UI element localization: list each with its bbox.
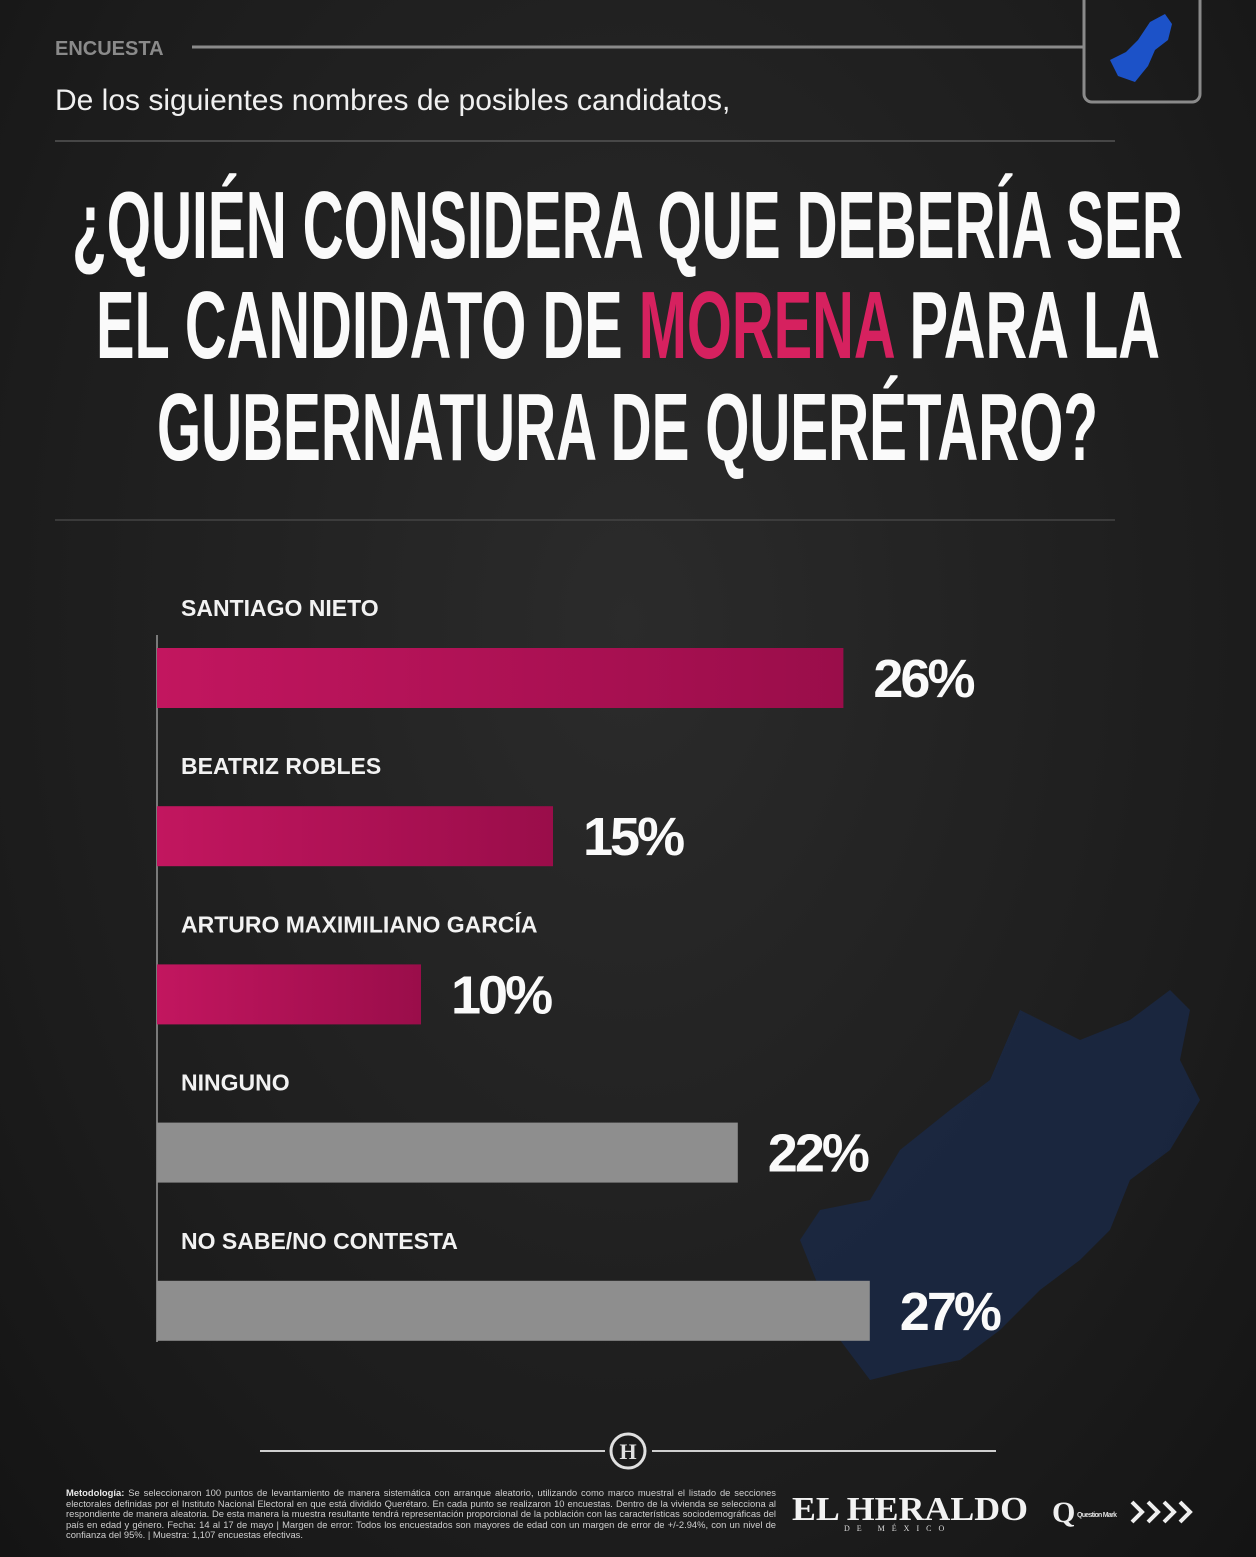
title-part: GUBERNATURA DE QUERÉTARO? bbox=[157, 374, 1098, 481]
bar bbox=[157, 648, 844, 708]
methodology: Metodología: Se seleccionaron 100 puntos… bbox=[66, 1487, 776, 1541]
title-line: GUBERNATURA DE QUERÉTARO? bbox=[157, 374, 1098, 481]
category-label: NO SABE/NO CONTESTA bbox=[181, 1228, 458, 1254]
category-label: NINGUNO bbox=[181, 1070, 290, 1096]
map-icon bbox=[1110, 14, 1172, 82]
kicker: ENCUESTA bbox=[55, 38, 164, 60]
title-part: PARA LA bbox=[893, 272, 1160, 379]
bar bbox=[157, 806, 553, 867]
arrows bbox=[1130, 1500, 1193, 1524]
logo-badge bbox=[609, 1432, 647, 1470]
title-line: ¿QUIÉN CONSIDERA QUE DEBERÍA SER bbox=[72, 172, 1183, 279]
bar bbox=[157, 1122, 738, 1183]
value-label: 26% bbox=[873, 649, 974, 709]
category-label: BEATRIZ ROBLES bbox=[181, 753, 381, 779]
bars: SANTIAGO NIETO 26% BEATRIZ ROBLES 15% ARTURO… bbox=[157, 595, 1004, 1342]
bar bbox=[157, 1280, 870, 1341]
bar bbox=[157, 964, 421, 1025]
subtitle: De los siguientes nombres de posibles ca… bbox=[55, 84, 730, 117]
methodology-label: Metodología: bbox=[66, 1487, 125, 1498]
title-part: EL CANDIDATO DE bbox=[96, 272, 639, 379]
partner: Question Mark bbox=[1077, 1512, 1117, 1519]
title-highlight: MORENA bbox=[639, 272, 894, 379]
partner-mark: Q bbox=[1052, 1496, 1075, 1529]
title-line: EL CANDIDATO DE MORENA PARA LA bbox=[96, 272, 1160, 379]
value-label: 27% bbox=[900, 1282, 1001, 1342]
map-shape bbox=[800, 990, 1200, 1380]
logo-sub: DE MÉXICO bbox=[844, 1523, 951, 1533]
title-part: ¿QUIÉN CONSIDERA QUE DEBERÍA SER bbox=[72, 172, 1183, 279]
map-icon-frame bbox=[1082, 0, 1202, 104]
logo-badge-letter: H bbox=[619, 1439, 636, 1464]
methodology-text: Se seleccionaron 100 puntos de levantami… bbox=[66, 1487, 776, 1541]
logo: EL HERALDO bbox=[792, 1491, 1028, 1528]
category-label: SANTIAGO NIETO bbox=[181, 595, 379, 621]
value-label: 10% bbox=[451, 965, 552, 1025]
category-label: ARTURO MAXIMILIANO GARCÍA bbox=[181, 910, 537, 937]
value-label: 22% bbox=[768, 1124, 869, 1184]
value-label: 15% bbox=[583, 807, 684, 867]
